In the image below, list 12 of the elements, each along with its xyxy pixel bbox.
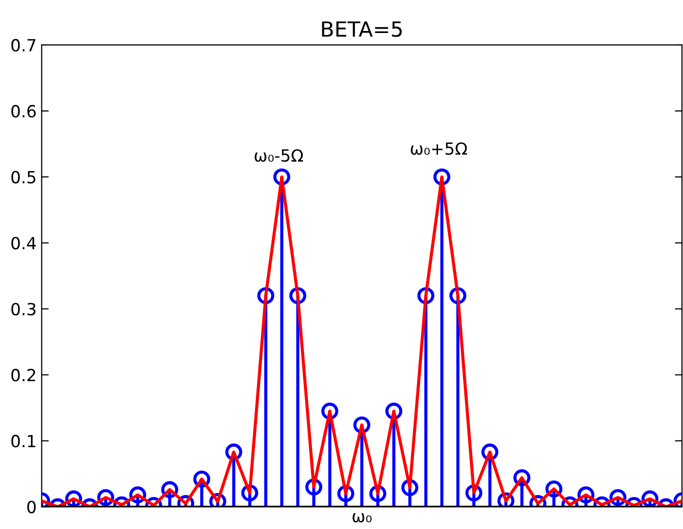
annotation: ω₀+5Ω bbox=[410, 142, 467, 155]
chart-title: BETA=5 bbox=[322, 21, 402, 37]
y-tick-label: 0.4 bbox=[11, 236, 36, 250]
y-tick-label: 0.7 bbox=[11, 38, 36, 52]
y-tick-label: 0.2 bbox=[11, 368, 36, 382]
annotation: ω₀-5Ω bbox=[254, 149, 303, 162]
y-tick-label: 0.5 bbox=[11, 170, 36, 184]
y-tick-label: 0.6 bbox=[11, 104, 36, 118]
x-tick-label: ω₀ bbox=[352, 513, 372, 522]
y-tick-label: 0.1 bbox=[11, 434, 36, 448]
y-tick-label: 0 bbox=[27, 500, 36, 514]
y-tick-label: 0.3 bbox=[11, 302, 36, 316]
